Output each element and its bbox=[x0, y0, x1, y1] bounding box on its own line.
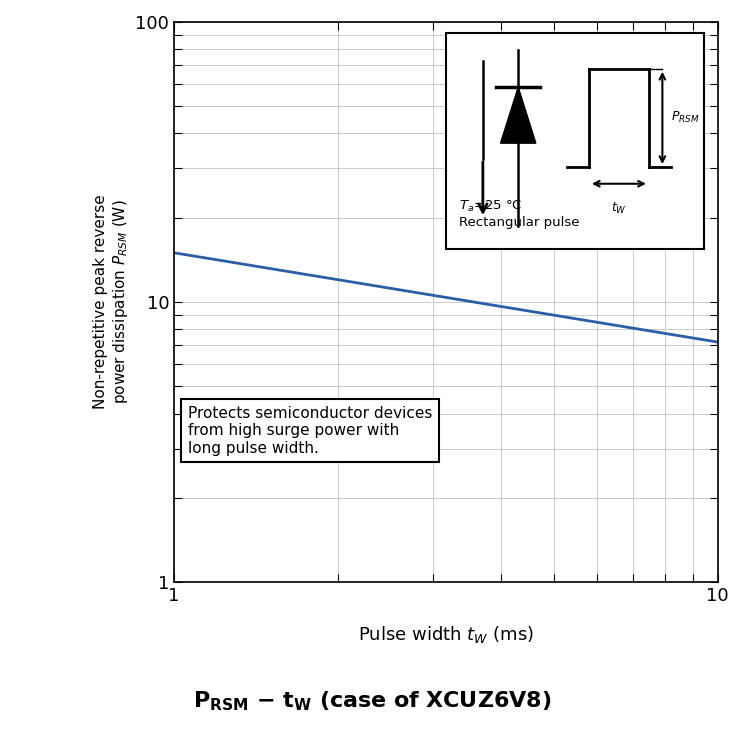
Text: $t_W$: $t_W$ bbox=[611, 200, 626, 216]
Text: Pulse width $t_W$ (ms): Pulse width $t_W$ (ms) bbox=[358, 624, 534, 645]
FancyBboxPatch shape bbox=[446, 33, 704, 249]
Text: $P_{RSM}$: $P_{RSM}$ bbox=[670, 110, 699, 126]
Text: $T_a$=25 °C
Rectangular pulse: $T_a$=25 °C Rectangular pulse bbox=[460, 199, 580, 229]
Polygon shape bbox=[501, 87, 536, 143]
Text: Non-repetitive peak reverse
power dissipation $P_{RSM}$ (W): Non-repetitive peak reverse power dissip… bbox=[93, 195, 130, 410]
Text: Protects semiconductor devices
from high surge power with
long pulse width.: Protects semiconductor devices from high… bbox=[187, 406, 432, 456]
Text: $\mathbf{P_{RSM}}$ $\mathbf{-}$ $\mathbf{t_W}$ $\mathbf{(case\ of\ XCUZ6V8)}$: $\mathbf{P_{RSM}}$ $\mathbf{-}$ $\mathbf… bbox=[193, 690, 551, 713]
